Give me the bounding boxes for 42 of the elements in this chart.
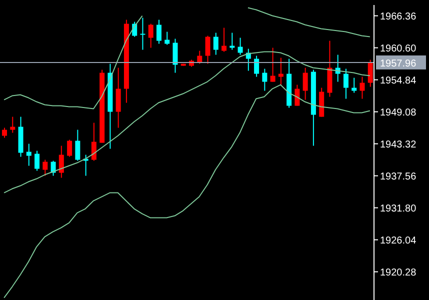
candlestick xyxy=(368,59,373,88)
candlestick xyxy=(50,160,56,176)
y-tick-label: 1966.36 xyxy=(380,11,417,22)
y-tick-label: 1937.56 xyxy=(380,171,417,182)
candlestick xyxy=(148,23,154,48)
candlestick xyxy=(58,145,64,178)
candlestick xyxy=(294,84,300,106)
candlestick xyxy=(26,143,32,166)
candlestick xyxy=(352,77,357,94)
candlestick xyxy=(302,67,308,100)
candlestick xyxy=(116,67,121,128)
candlestick xyxy=(360,76,365,100)
candlestick xyxy=(254,55,260,78)
candlestick xyxy=(172,38,178,74)
candlestick xyxy=(230,32,235,50)
candlestick xyxy=(164,31,170,46)
candlestick xyxy=(213,32,218,56)
candlestick xyxy=(2,127,7,138)
candlestick xyxy=(42,159,48,176)
y-tick-label: 1931.80 xyxy=(380,203,417,214)
candlestick xyxy=(343,68,348,100)
candlestick xyxy=(34,150,40,172)
y-tick-label: 1954.84 xyxy=(380,75,417,86)
candlestick xyxy=(205,35,210,64)
candlestick xyxy=(262,68,268,92)
line-series xyxy=(4,84,370,298)
y-tick-label: 1949.08 xyxy=(380,107,417,118)
candlestick xyxy=(238,37,243,56)
candlestick xyxy=(67,139,72,158)
candlestick xyxy=(270,47,276,82)
candlestick xyxy=(140,17,146,50)
y-tick-label: 1943.32 xyxy=(380,139,417,150)
candlestick xyxy=(10,116,16,134)
y-tick-label: 1920.28 xyxy=(380,267,417,278)
candlestick xyxy=(91,122,96,162)
candlestick xyxy=(156,19,162,44)
y-tick-label: 1926.04 xyxy=(380,235,417,246)
y-tick-label: 1960.60 xyxy=(380,43,417,54)
candlestick xyxy=(222,27,227,52)
candlestick xyxy=(278,57,284,86)
candlestick xyxy=(75,129,80,162)
ref-line-label: 1957.96 xyxy=(380,58,417,70)
